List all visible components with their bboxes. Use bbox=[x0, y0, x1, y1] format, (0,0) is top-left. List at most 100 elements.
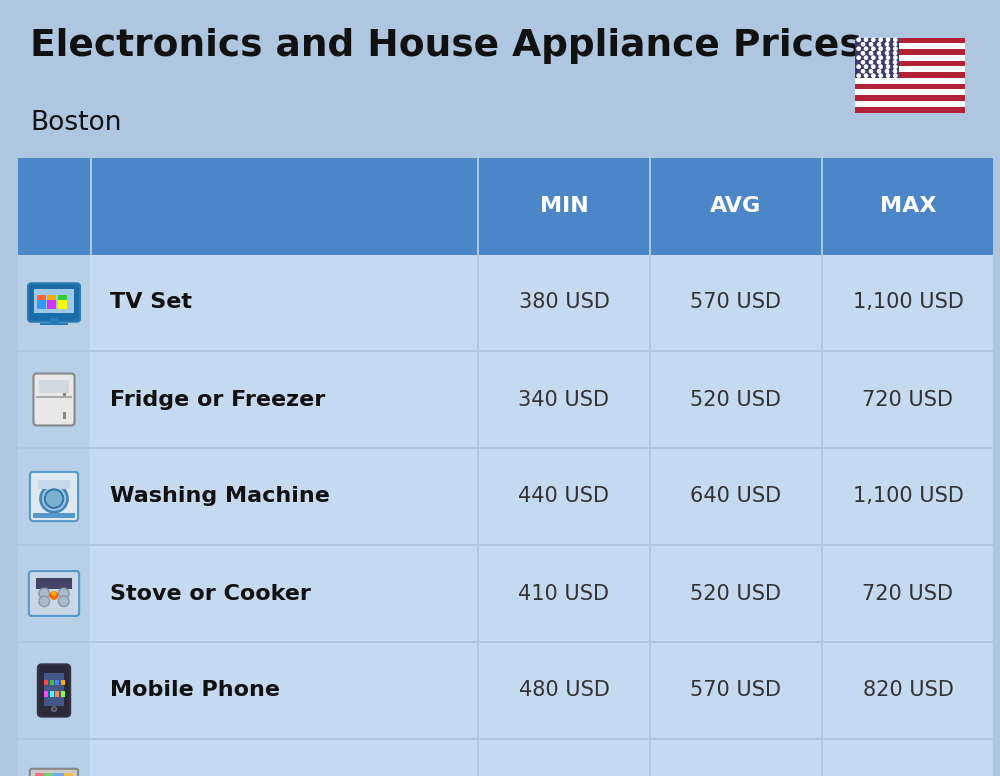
Text: Mobile Phone: Mobile Phone bbox=[110, 681, 280, 701]
Circle shape bbox=[879, 74, 882, 77]
Circle shape bbox=[894, 74, 897, 77]
Bar bbox=[855, 61, 965, 66]
Bar bbox=[855, 66, 965, 72]
Bar bbox=[855, 107, 965, 113]
Bar bbox=[855, 72, 965, 78]
Circle shape bbox=[870, 70, 872, 73]
Circle shape bbox=[878, 70, 881, 73]
Circle shape bbox=[878, 52, 881, 54]
Circle shape bbox=[857, 65, 860, 68]
Circle shape bbox=[862, 52, 864, 54]
Bar bbox=[855, 37, 899, 78]
Circle shape bbox=[887, 56, 890, 59]
Circle shape bbox=[894, 65, 897, 68]
Bar bbox=[40, 323, 68, 324]
FancyBboxPatch shape bbox=[28, 283, 80, 322]
Text: 640 USD: 640 USD bbox=[690, 487, 782, 507]
Text: 720 USD: 720 USD bbox=[862, 584, 954, 604]
Bar bbox=[477, 352, 479, 447]
FancyBboxPatch shape bbox=[30, 472, 78, 521]
Circle shape bbox=[864, 65, 868, 68]
Text: 720 USD: 720 USD bbox=[862, 390, 954, 410]
Bar bbox=[18, 740, 90, 776]
Text: 520 USD: 520 USD bbox=[690, 584, 782, 604]
Text: 570 USD: 570 USD bbox=[690, 293, 782, 313]
Circle shape bbox=[857, 38, 860, 41]
Bar bbox=[36, 396, 72, 397]
Circle shape bbox=[870, 52, 872, 54]
Bar bbox=[44, 691, 48, 697]
Circle shape bbox=[872, 65, 875, 68]
Circle shape bbox=[857, 74, 860, 77]
Circle shape bbox=[894, 56, 897, 59]
Circle shape bbox=[864, 47, 868, 50]
Bar bbox=[649, 352, 651, 447]
Circle shape bbox=[894, 61, 896, 64]
Bar bbox=[18, 546, 993, 641]
Bar bbox=[855, 55, 965, 61]
Bar bbox=[50, 317, 58, 323]
Bar bbox=[36, 578, 72, 589]
Text: 570 USD: 570 USD bbox=[690, 681, 782, 701]
Circle shape bbox=[864, 65, 868, 68]
Bar bbox=[50, 680, 54, 685]
Bar bbox=[477, 255, 479, 350]
Circle shape bbox=[870, 52, 872, 54]
Bar bbox=[18, 352, 993, 447]
Bar bbox=[855, 55, 965, 61]
FancyBboxPatch shape bbox=[33, 373, 75, 425]
Bar bbox=[821, 449, 823, 544]
Bar bbox=[855, 37, 899, 78]
Text: Electronics and House Appliance Prices: Electronics and House Appliance Prices bbox=[30, 28, 862, 64]
Circle shape bbox=[870, 70, 872, 73]
Bar bbox=[855, 61, 965, 66]
Bar bbox=[821, 643, 823, 738]
Bar bbox=[821, 255, 823, 350]
Bar bbox=[651, 158, 821, 255]
Text: AVG: AVG bbox=[710, 196, 762, 217]
Bar bbox=[38, 480, 70, 489]
Bar bbox=[18, 740, 993, 776]
Circle shape bbox=[864, 47, 868, 50]
Circle shape bbox=[870, 43, 872, 46]
Bar bbox=[35, 773, 44, 776]
Circle shape bbox=[872, 47, 875, 50]
Bar bbox=[477, 740, 479, 776]
Circle shape bbox=[887, 65, 890, 68]
Text: 440 USD: 440 USD bbox=[518, 487, 610, 507]
Bar bbox=[649, 740, 651, 776]
Circle shape bbox=[872, 47, 875, 50]
Text: 1,100 USD: 1,100 USD bbox=[853, 293, 963, 313]
Circle shape bbox=[894, 52, 896, 54]
Circle shape bbox=[864, 38, 868, 41]
Bar bbox=[823, 158, 993, 255]
Circle shape bbox=[887, 74, 890, 77]
Circle shape bbox=[886, 52, 889, 54]
Bar bbox=[61, 691, 65, 697]
Bar bbox=[47, 300, 56, 309]
Bar bbox=[855, 89, 965, 95]
Bar bbox=[37, 300, 46, 309]
Bar bbox=[35, 773, 73, 776]
Circle shape bbox=[864, 56, 868, 59]
Bar bbox=[55, 691, 59, 697]
Bar bbox=[44, 680, 48, 685]
Circle shape bbox=[878, 52, 881, 54]
Circle shape bbox=[887, 56, 890, 59]
Circle shape bbox=[864, 74, 868, 77]
Text: MIN: MIN bbox=[540, 196, 588, 217]
Bar bbox=[18, 255, 993, 350]
Bar bbox=[855, 78, 965, 84]
Circle shape bbox=[864, 74, 868, 77]
Circle shape bbox=[870, 43, 872, 46]
Circle shape bbox=[857, 47, 860, 50]
Text: Washing Machine: Washing Machine bbox=[110, 487, 330, 507]
Bar bbox=[18, 352, 90, 447]
Circle shape bbox=[894, 38, 897, 41]
Bar bbox=[477, 449, 479, 544]
Bar bbox=[477, 643, 479, 738]
Circle shape bbox=[887, 47, 890, 50]
Bar bbox=[18, 643, 993, 738]
Bar bbox=[855, 95, 965, 101]
Bar bbox=[33, 513, 75, 518]
